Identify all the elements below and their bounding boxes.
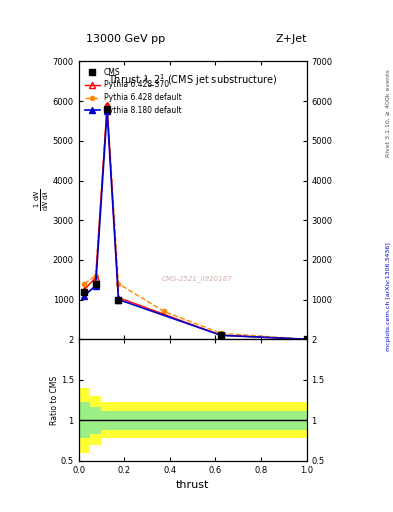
Text: mcplots.cern.ch [arXiv:1306.3436]: mcplots.cern.ch [arXiv:1306.3436] (386, 243, 391, 351)
Text: CMS-2521_II920187: CMS-2521_II920187 (162, 275, 232, 282)
Text: Rivet 3.1.10, ≥ 400k events: Rivet 3.1.10, ≥ 400k events (386, 69, 391, 157)
Y-axis label: Ratio to CMS: Ratio to CMS (50, 375, 59, 424)
Text: Z+Jet: Z+Jet (275, 33, 307, 44)
Legend: CMS, Pythia 6.428 370, Pythia 6.428 default, Pythia 8.180 default: CMS, Pythia 6.428 370, Pythia 6.428 defa… (83, 65, 184, 117)
Text: 13000 GeV pp: 13000 GeV pp (86, 33, 165, 44)
Text: Thrust $\lambda\_2^1$ (CMS jet substructure): Thrust $\lambda\_2^1$ (CMS jet substruct… (108, 73, 277, 89)
X-axis label: thrust: thrust (176, 480, 209, 490)
Y-axis label: $\frac{1}{\mathrm{d}N}\frac{\mathrm{d}N}{\mathrm{d}\lambda}$: $\frac{1}{\mathrm{d}N}\frac{\mathrm{d}N}… (33, 189, 51, 211)
